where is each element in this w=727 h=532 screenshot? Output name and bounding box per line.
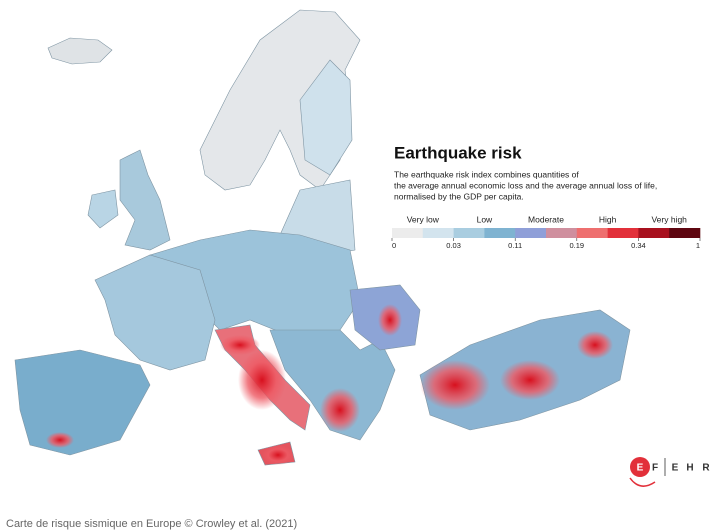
legend-swatch [484, 228, 516, 238]
legend-swatch [453, 228, 485, 238]
logo-letter: E [637, 463, 644, 474]
hotspot [500, 360, 560, 400]
hotspot [262, 445, 294, 465]
iberia [14, 349, 151, 456]
britain [119, 149, 171, 251]
legend-class-label: Very high [651, 214, 687, 224]
legend-tick-label: 0.34 [631, 241, 646, 250]
finland [299, 59, 353, 176]
legend-swatch [422, 228, 454, 238]
logo-circle [630, 457, 650, 477]
legend-swatch [669, 228, 701, 238]
description-line: the average annual economic loss and the… [394, 180, 657, 190]
france [94, 254, 216, 371]
legend-class-label: Moderate [528, 214, 564, 224]
hotspot [320, 388, 360, 432]
legend-swatch [546, 228, 578, 238]
legend-tick-label: 0 [392, 241, 396, 250]
hotspot [420, 360, 490, 410]
iceland [47, 37, 113, 65]
legend: Very low Low Moderate High Very high 0 0.03 0.1… [391, 214, 701, 250]
hotspot [378, 304, 402, 336]
hotspot [46, 432, 74, 448]
logo-swoosh [629, 477, 656, 487]
legend-swatch [638, 228, 670, 238]
description: The earthquake risk index combines quant… [394, 169, 657, 201]
caption: Carte de risque sismique en Europe © Cro… [6, 518, 297, 530]
legend-class-label: High [599, 214, 617, 224]
legend-title: Earthquake risk [394, 143, 522, 162]
logo-letter: H [686, 463, 693, 474]
balkans [269, 329, 396, 441]
description-line: The earthquake risk index combines quant… [394, 169, 579, 179]
logo-letter: F [652, 463, 658, 474]
legend-tick-label: 0.11 [508, 241, 522, 250]
hotspot [238, 350, 286, 410]
logo-letter: R [702, 463, 710, 474]
legend-class-label: Low [477, 214, 493, 224]
risk-hotspots [46, 304, 613, 465]
legend-tick-label: 0.03 [446, 241, 461, 250]
legend-swatch [576, 228, 608, 238]
legend-swatch [607, 228, 639, 238]
ireland [87, 189, 119, 229]
legend-swatch [392, 228, 424, 238]
hotspot [577, 331, 613, 359]
legend-swatch [515, 228, 547, 238]
logo-letter: E [672, 463, 679, 474]
legend-tick-label: 0.19 [569, 241, 584, 250]
hotspot [220, 335, 260, 355]
description-line: normalised by the GDP per capita. [394, 191, 524, 201]
legend-tick-label: 1 [696, 241, 700, 250]
legend-class-label: Very low [407, 214, 440, 224]
